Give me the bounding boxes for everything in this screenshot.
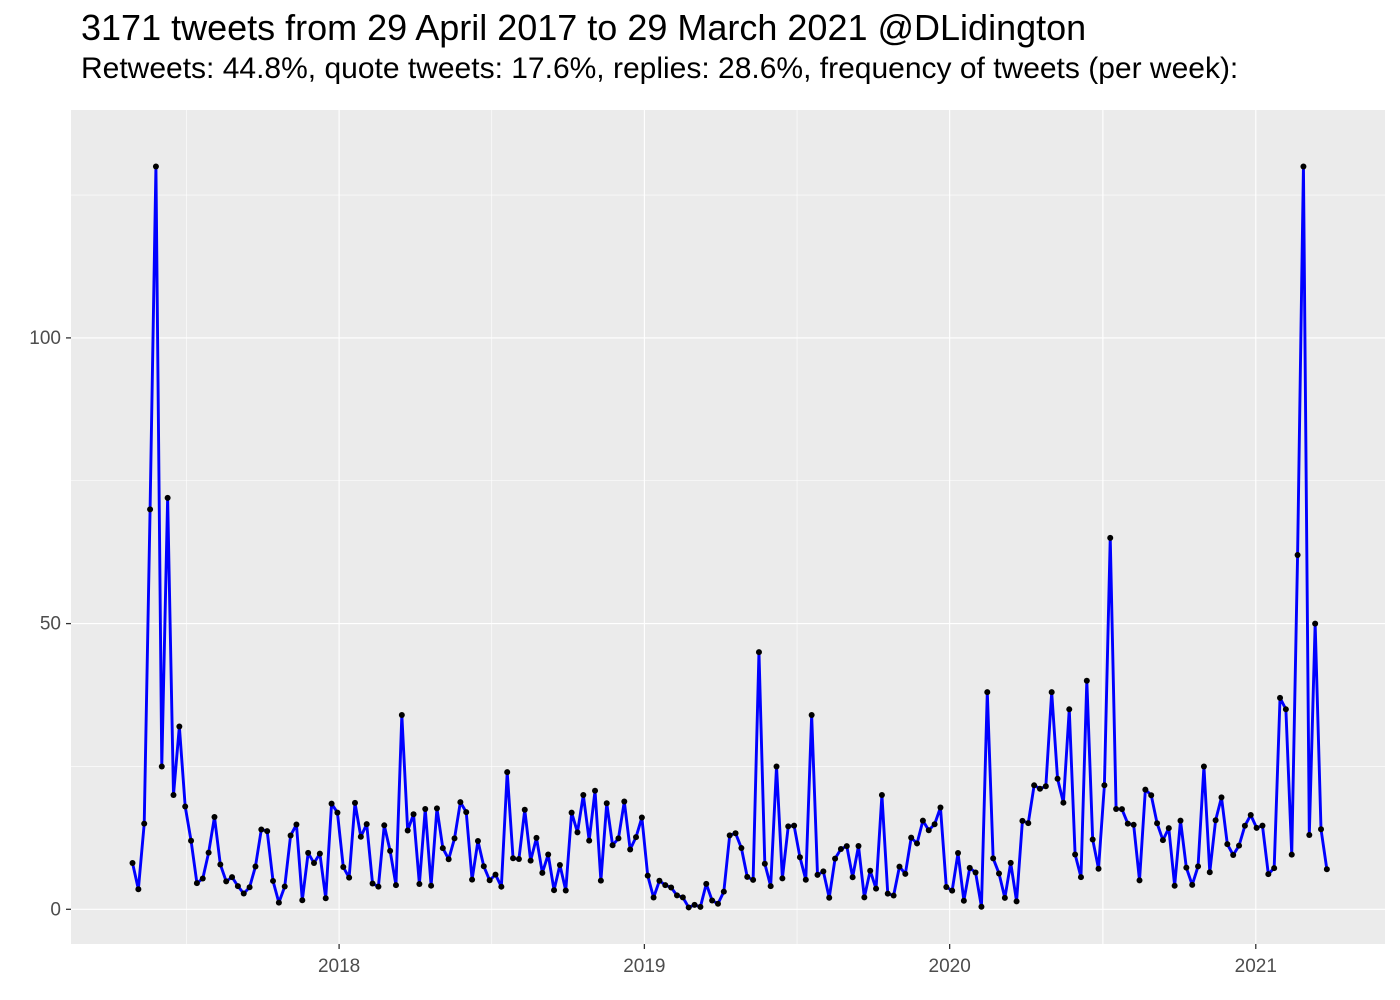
svg-text:2019: 2019 (623, 956, 665, 977)
svg-text:50: 50 (40, 614, 61, 635)
svg-text:2021: 2021 (1235, 956, 1277, 977)
svg-text:2018: 2018 (318, 956, 360, 977)
svg-text:0: 0 (50, 899, 61, 920)
svg-text:100: 100 (29, 328, 61, 349)
svg-text:2020: 2020 (929, 956, 971, 977)
